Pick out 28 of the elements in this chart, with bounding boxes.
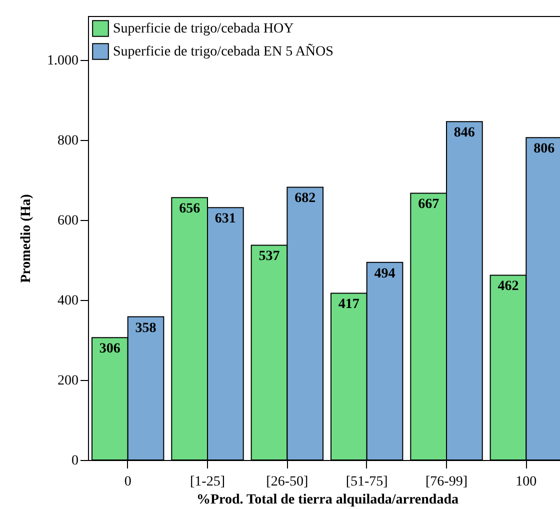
y-tick-label: 200 — [58, 374, 78, 388]
x-tick-label: [26-50] — [266, 474, 308, 490]
y-tick-label: 1.000 — [47, 54, 78, 68]
legend-label: Superficie de trigo/cebada HOY — [113, 22, 294, 36]
x-tick-label: [76-99] — [426, 474, 468, 490]
data-label: 462 — [498, 279, 519, 294]
y-tick-label: 0 — [72, 454, 78, 468]
x-tick-label: [51-75] — [346, 474, 388, 490]
x-tick-label: 0 — [124, 474, 132, 490]
data-label: 667 — [418, 197, 440, 212]
y-tick-label: 400 — [58, 294, 78, 308]
x-tick-label: [1-25] — [190, 474, 225, 490]
data-label: 494 — [374, 266, 396, 282]
data-label: 806 — [534, 142, 555, 157]
data-label: 682 — [294, 191, 316, 206]
x-tick-label: 100 — [516, 474, 537, 490]
data-label: 537 — [258, 249, 280, 264]
data-label: 846 — [454, 126, 475, 141]
x-axis-title: %Prod. Total de tierra alquilada/arrendada — [196, 492, 459, 508]
y-axis-title: Promedio (Ha) — [19, 194, 34, 283]
data-label: 306 — [99, 342, 120, 357]
y-tick-label: 800 — [58, 134, 78, 148]
data-label: 417 — [338, 297, 360, 312]
data-label: 656 — [179, 202, 200, 217]
data-label: 631 — [214, 212, 236, 227]
legend-label: Superficie de trigo/cebada EN 5 AÑOS — [113, 44, 334, 60]
data-label: 358 — [135, 320, 156, 336]
y-tick-label: 600 — [58, 214, 78, 228]
